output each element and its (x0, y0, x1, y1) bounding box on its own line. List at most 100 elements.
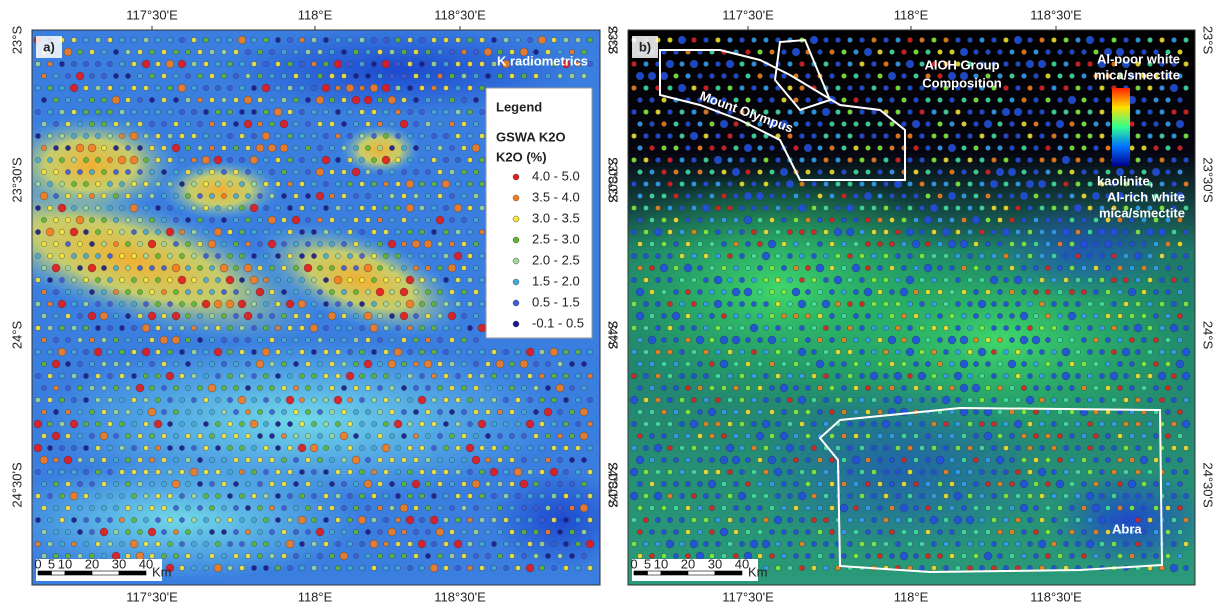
sample-dot (894, 372, 902, 380)
sample-dot (95, 61, 100, 66)
sample-dot (805, 97, 810, 102)
sample-dot (1176, 360, 1184, 368)
sample-dot (751, 469, 756, 474)
sample-dot (781, 553, 786, 558)
sample-dot (125, 433, 130, 438)
sample-dot (955, 397, 960, 402)
sample-dot (239, 133, 244, 138)
sample-dot (1159, 565, 1164, 570)
sample-dot (907, 397, 912, 402)
sample-dot (865, 433, 870, 438)
sample-dot (1038, 540, 1046, 548)
sample-dot (865, 385, 870, 390)
sample-dot (925, 553, 930, 558)
sample-dot (631, 277, 636, 282)
sample-dot (631, 421, 636, 426)
sample-dot (352, 456, 360, 464)
sample-dot (1039, 325, 1044, 330)
sample-dot (269, 121, 274, 126)
sample-dot (697, 217, 702, 222)
sample-dot (449, 385, 454, 390)
sample-dot (859, 205, 864, 210)
sample-dot (1051, 37, 1056, 42)
sample-dot (1128, 480, 1136, 488)
sample-dot (455, 181, 460, 186)
sample-dot (419, 229, 424, 234)
sample-dot (1105, 265, 1110, 270)
sample-dot (745, 265, 750, 270)
sample-dot (467, 205, 472, 210)
sample-dot (149, 361, 154, 366)
sample-dot (1093, 97, 1098, 102)
sample-dot (263, 541, 268, 546)
sample-dot (563, 445, 568, 450)
sample-dot (317, 121, 322, 126)
sample-dot (847, 277, 852, 282)
sample-dot (431, 253, 436, 258)
sample-dot (395, 277, 400, 282)
sample-dot (1086, 540, 1094, 548)
sample-dot (154, 420, 162, 428)
sample-dot (925, 337, 930, 342)
sample-dot (293, 289, 298, 294)
sample-dot (709, 145, 714, 150)
sample-dot (906, 276, 914, 284)
sample-dot (388, 240, 396, 248)
sample-dot (739, 85, 744, 90)
sample-dot (563, 517, 568, 522)
sample-dot (883, 157, 888, 162)
sample-dot (847, 109, 852, 114)
sample-dot (281, 97, 286, 102)
sample-dot (461, 169, 466, 174)
sample-dot (661, 145, 666, 150)
sample-dot (781, 241, 786, 246)
colorbar-label: Al-poor white (1097, 51, 1180, 66)
sample-dot (53, 145, 58, 150)
sample-dot (484, 48, 492, 56)
sample-dot (649, 217, 654, 222)
sample-dot (449, 49, 454, 54)
sample-dot (967, 133, 972, 138)
sample-dot (431, 157, 436, 162)
sample-dot (721, 145, 726, 150)
sample-dot (383, 397, 388, 402)
sample-dot (419, 469, 424, 474)
sample-dot (793, 217, 798, 222)
sample-dot (793, 553, 798, 558)
sample-dot (757, 529, 762, 534)
sample-dot (569, 385, 574, 390)
sample-dot (281, 361, 286, 366)
sample-dot (323, 421, 328, 426)
sample-dot (1099, 325, 1104, 330)
sample-dot (167, 205, 172, 210)
sample-dot (631, 373, 636, 378)
sample-dot (257, 433, 262, 438)
sample-dot (35, 157, 40, 162)
sample-dot (781, 529, 786, 534)
sample-dot (1171, 517, 1176, 522)
sample-dot (805, 241, 810, 246)
sample-dot (329, 145, 334, 150)
legend-subtitle: GSWA K2O (496, 129, 566, 144)
sample-dot (1123, 373, 1128, 378)
sample-dot (203, 517, 208, 522)
sample-dot (83, 277, 88, 282)
sample-dot (197, 457, 202, 462)
sample-dot (185, 265, 190, 270)
sample-dot (1063, 61, 1068, 66)
sample-dot (275, 181, 280, 186)
sample-dot (503, 445, 508, 450)
sample-dot (991, 109, 996, 114)
sample-dot (817, 145, 822, 150)
sample-dot (215, 181, 220, 186)
sample-dot (973, 313, 978, 318)
sample-dot (1057, 49, 1062, 54)
sample-dot (101, 505, 106, 510)
sample-dot (497, 409, 502, 414)
sample-dot (431, 109, 436, 114)
sample-dot (937, 361, 942, 366)
sample-dot (799, 373, 804, 378)
sample-dot (329, 481, 334, 486)
sample-dot (721, 313, 726, 318)
sample-dot (703, 229, 708, 234)
